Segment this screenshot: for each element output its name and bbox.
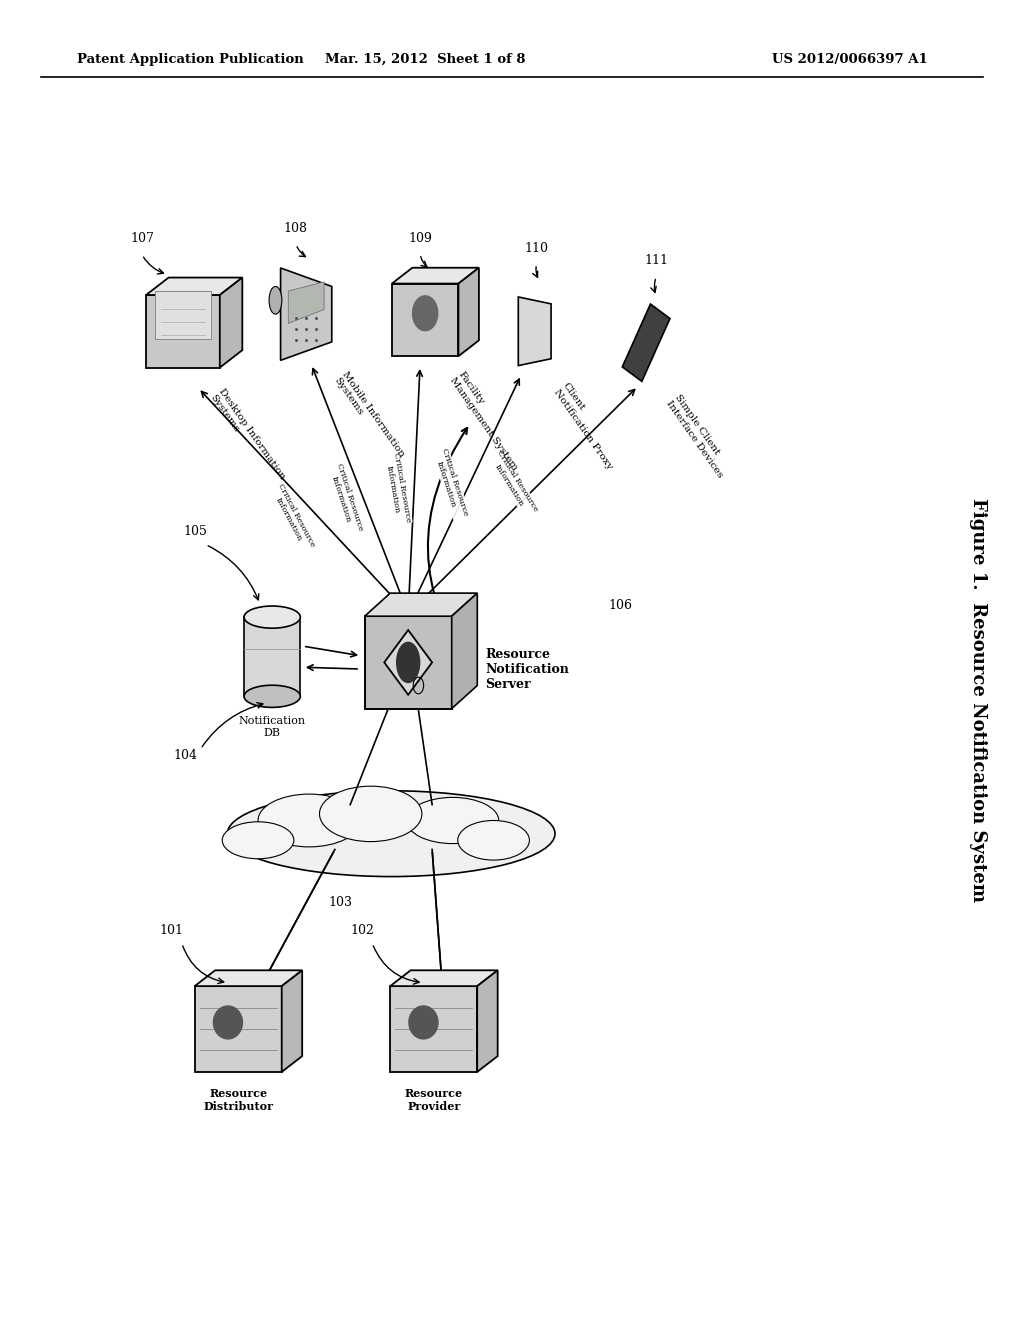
Text: Resource
Provider: Resource Provider — [404, 1089, 463, 1113]
Ellipse shape — [458, 821, 529, 861]
Polygon shape — [195, 970, 302, 986]
Polygon shape — [281, 268, 332, 360]
Text: 109: 109 — [409, 231, 432, 244]
Ellipse shape — [227, 791, 555, 876]
Ellipse shape — [258, 795, 360, 847]
Text: Mar. 15, 2012  Sheet 1 of 8: Mar. 15, 2012 Sheet 1 of 8 — [325, 53, 525, 66]
Polygon shape — [459, 268, 479, 356]
Polygon shape — [392, 268, 479, 284]
Ellipse shape — [213, 1006, 243, 1040]
Text: Desktop Information
Systems: Desktop Information Systems — [209, 387, 287, 487]
Text: Patent Application Publication: Patent Application Publication — [77, 53, 303, 66]
Polygon shape — [220, 277, 243, 367]
Ellipse shape — [409, 1006, 438, 1040]
Polygon shape — [390, 970, 498, 986]
Text: 105: 105 — [183, 525, 207, 537]
Ellipse shape — [412, 296, 438, 331]
Text: 107: 107 — [130, 232, 154, 246]
Bar — [390, 986, 477, 1072]
Ellipse shape — [244, 685, 300, 708]
Polygon shape — [477, 970, 498, 1072]
Ellipse shape — [244, 606, 300, 628]
Ellipse shape — [269, 286, 282, 314]
Polygon shape — [384, 630, 432, 694]
Text: 110: 110 — [524, 242, 549, 255]
Text: 103: 103 — [328, 896, 352, 908]
Bar — [244, 618, 300, 697]
Text: Facility
Management System: Facility Management System — [447, 370, 527, 473]
Text: US 2012/0066397 A1: US 2012/0066397 A1 — [772, 53, 928, 66]
Text: 101: 101 — [160, 924, 183, 936]
Text: 108: 108 — [284, 222, 308, 235]
Bar — [392, 284, 459, 356]
Polygon shape — [623, 304, 670, 381]
Ellipse shape — [222, 822, 294, 859]
Text: Resource
Distributor: Resource Distributor — [203, 1089, 273, 1113]
Text: 104: 104 — [173, 750, 198, 762]
Ellipse shape — [407, 797, 499, 843]
Text: Figure 1.  Resource Notification System: Figure 1. Resource Notification System — [969, 498, 987, 902]
Text: Mobile Information
Systems: Mobile Information Systems — [332, 370, 407, 465]
Polygon shape — [289, 281, 324, 323]
Text: Notification
DB: Notification DB — [239, 715, 306, 738]
Bar — [146, 294, 220, 367]
Text: Client
Notification Proxy: Client Notification Proxy — [552, 381, 623, 471]
Text: Critical Resource
Information: Critical Resource Information — [487, 449, 539, 517]
Text: Critical Resource
Information: Critical Resource Information — [268, 482, 317, 552]
Polygon shape — [365, 593, 477, 616]
Polygon shape — [518, 297, 551, 366]
Bar — [155, 292, 211, 338]
Bar — [195, 986, 282, 1072]
Text: 102: 102 — [350, 924, 374, 936]
Text: Simple Client
Interface Devices: Simple Client Interface Devices — [665, 393, 733, 479]
Text: Critical Resource
Information: Critical Resource Information — [383, 453, 413, 525]
Text: Resource
Notification
Server: Resource Notification Server — [485, 648, 569, 690]
Ellipse shape — [319, 787, 422, 842]
Ellipse shape — [396, 642, 420, 684]
Text: 106: 106 — [608, 599, 633, 611]
Polygon shape — [146, 277, 243, 294]
Text: 111: 111 — [644, 255, 669, 268]
Text: Critical Resource
Information: Critical Resource Information — [431, 447, 470, 520]
Text: Critical Resource
Information: Critical Resource Information — [326, 462, 365, 535]
Polygon shape — [452, 593, 477, 709]
Bar — [365, 616, 452, 709]
Polygon shape — [282, 970, 302, 1072]
